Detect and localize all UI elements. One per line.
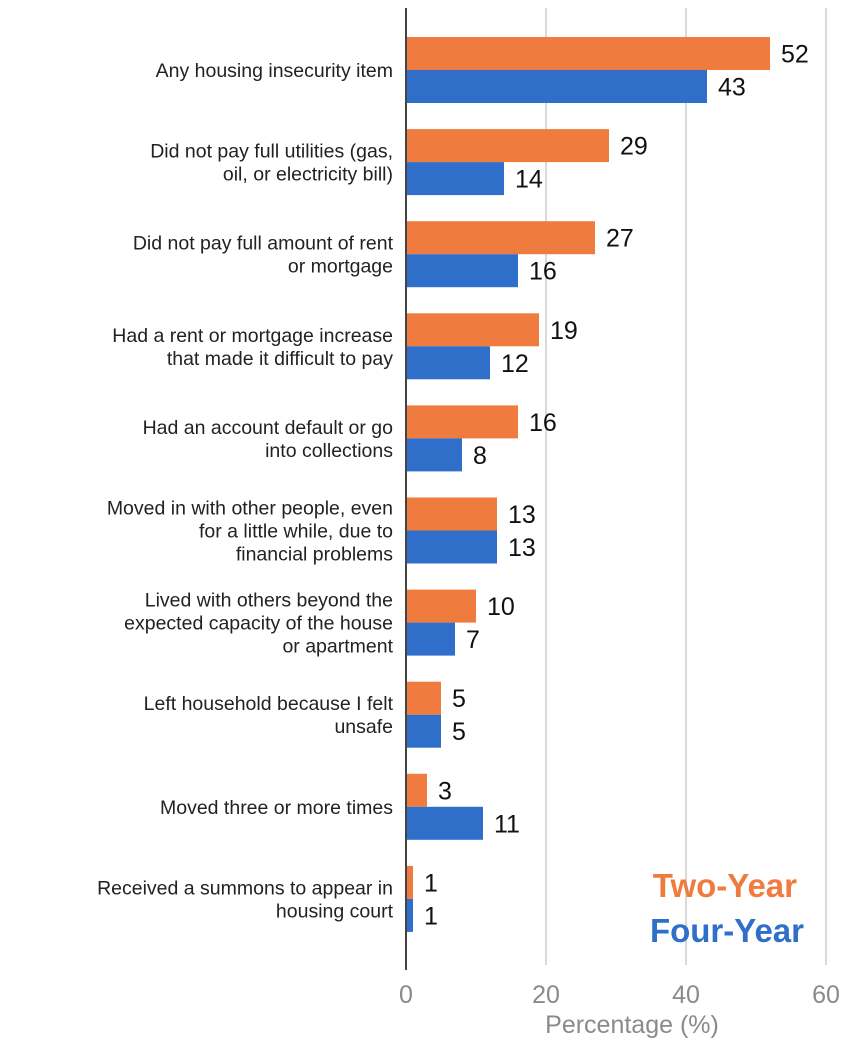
category-label-4-line-0: Had an account default or go [143,417,394,439]
category-label-1-line-0: Did not pay full utilities (gas, [150,141,393,163]
category-label-6-line-1: expected capacity of the house [124,613,393,635]
x-tick-label-40: 40 [672,981,700,1009]
x-axis-ticks: 0 20 40 60 [399,981,840,1009]
value-label-two-year-6: 10 [487,593,515,621]
value-label-two-year-8: 3 [438,777,452,805]
value-label-two-year-9: 1 [424,869,438,897]
category-label-2-line-1: or mortgage [288,256,393,278]
x-tick-label-60: 60 [812,981,840,1009]
value-label-four-year-9: 1 [424,902,438,930]
legend-four-year: Four-Year [650,912,804,949]
bar-two-year-7 [406,681,441,715]
category-label-3-line-0: Had a rent or mortgage increase [112,325,393,347]
bar-two-year-6 [406,589,476,623]
bar-four-year-1 [406,162,504,196]
x-tick-label-20: 20 [532,981,560,1009]
category-label-3-line-1: that made it difficult to pay [167,348,393,370]
bar-four-year-4 [406,438,462,472]
value-label-two-year-1: 29 [620,133,648,161]
category-label-5-line-0: Moved in with other people, even [107,498,393,520]
grid-lines [545,8,827,965]
value-label-four-year-2: 16 [529,258,557,286]
bar-four-year-6 [406,622,455,656]
bar-four-year-5 [406,530,497,564]
category-label-7-line-1: unsafe [334,716,393,738]
value-label-four-year-6: 7 [466,626,480,654]
value-label-four-year-8: 11 [494,810,520,838]
category-label-8-line-0: Moved three or more times [160,797,393,819]
value-label-two-year-3: 19 [550,317,578,345]
bar-two-year-3 [406,313,539,347]
category-label-9-line-1: housing court [276,900,394,922]
bar-two-year-4 [406,405,518,439]
category-label-6-line-0: Lived with others beyond the [145,590,393,612]
legend-two-year: Two-Year [653,867,797,904]
bar-four-year-2 [406,254,518,288]
bar-two-year-0 [406,37,770,70]
category-label-6-line-2: or apartment [282,636,393,658]
category-labels: Any housing insecurity item Did not pay f… [97,60,394,922]
category-label-1-line-1: oil, or electricity bill) [223,164,393,186]
value-label-four-year-3: 12 [501,350,529,378]
x-tick-label-0: 0 [399,981,413,1009]
category-label-5-line-1: for a little while, due to [199,521,393,543]
bar-two-year-5 [406,497,497,531]
category-label-7-line-0: Left household because I felt [144,693,394,715]
bar-four-year-9 [406,898,413,932]
value-label-four-year-7: 5 [452,718,466,746]
bar-four-year-7 [406,714,441,748]
value-label-two-year-7: 5 [452,685,466,713]
bar-four-year-3 [406,346,490,380]
bar-two-year-2 [406,221,595,255]
value-label-two-year-4: 16 [529,409,557,437]
bar-two-year-9 [406,865,413,899]
bar-two-year-1 [406,129,609,163]
value-label-four-year-4: 8 [473,442,487,470]
value-label-two-year-0: 52 [781,41,809,69]
value-label-four-year-5: 13 [508,534,536,562]
bar-two-year-8 [406,773,427,807]
category-label-9-line-0: Received a summons to appear in [97,877,393,899]
value-label-four-year-0: 43 [718,74,746,102]
category-label-4-line-1: into collections [265,440,393,462]
bar-four-year-0 [406,70,707,103]
x-axis-title: Percentage (%) [545,1011,719,1039]
category-label-5-line-2: financial problems [236,544,393,566]
bars [406,37,770,932]
value-label-four-year-1: 14 [515,166,543,194]
bar-four-year-8 [406,806,483,840]
value-label-two-year-2: 27 [606,225,634,253]
category-label-2-line-0: Did not pay full amount of rent [133,233,394,255]
category-label-0-line-0: Any housing insecurity item [156,60,393,82]
value-label-two-year-5: 13 [508,501,536,529]
